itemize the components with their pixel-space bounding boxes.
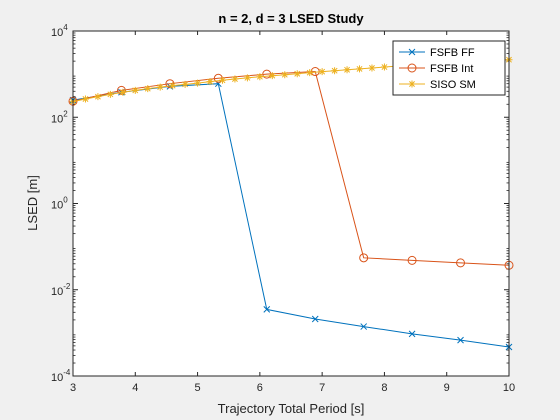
tick-labels: 3 4 5 6 7 8 9 10 10-4 10-2 100 102 104	[51, 23, 515, 394]
legend-label: FSFB FF	[430, 47, 475, 59]
series-layer	[68, 56, 514, 351]
legend-entry: SISO SM	[399, 79, 476, 91]
data-point	[194, 79, 202, 87]
y-tick-label: 102	[51, 109, 68, 125]
legend-marker	[408, 48, 416, 56]
legend-marker	[408, 80, 416, 88]
data-point	[81, 95, 89, 103]
data-point	[231, 75, 239, 83]
chart-title: n = 2, d = 3 LSED Study	[218, 11, 364, 26]
data-point	[356, 65, 364, 73]
data-point	[206, 78, 214, 86]
data-point	[343, 66, 351, 74]
data-point	[156, 83, 164, 91]
x-tick-label: 7	[319, 382, 325, 394]
legend-marker	[407, 63, 417, 73]
y-tick-label: 100	[51, 196, 68, 212]
x-tick-label: 4	[132, 382, 138, 394]
data-point	[457, 336, 464, 344]
legend-entry: FSFB FF	[399, 47, 475, 59]
data-point	[306, 69, 314, 77]
x-tick-label: 5	[195, 382, 201, 394]
series-siso-sm	[69, 56, 513, 106]
legend: FSFB FF FSFB Int SISO SM	[392, 40, 506, 96]
data-point	[318, 68, 326, 76]
legend-label: FSFB Int	[430, 63, 473, 75]
data-point	[256, 73, 264, 81]
data-point	[106, 90, 114, 98]
data-point	[169, 82, 177, 90]
data-point	[360, 323, 368, 330]
data-point	[131, 86, 139, 94]
data-point	[456, 258, 466, 268]
data-point	[368, 64, 376, 72]
data-point	[268, 72, 276, 80]
x-tick-label: 9	[444, 382, 450, 394]
data-point	[165, 79, 175, 89]
data-point	[263, 306, 271, 313]
data-point	[407, 255, 417, 265]
data-point	[359, 253, 369, 263]
data-point	[218, 76, 226, 84]
y-tick-label: 10-4	[51, 368, 71, 384]
x-tick-label: 10	[503, 382, 515, 394]
data-point	[116, 85, 126, 95]
y-tick-label: 10-2	[51, 282, 71, 298]
y-tick-label: 104	[51, 23, 68, 39]
x-tick-label: 6	[257, 382, 263, 394]
data-point	[119, 88, 127, 96]
x-axis-label: Trajectory Total Period [s]	[218, 401, 365, 416]
plot-frame	[72, 30, 510, 377]
legend-entry: FSFB Int	[399, 63, 473, 75]
data-point	[144, 85, 152, 93]
data-point	[243, 74, 251, 82]
x-tick-label: 3	[70, 382, 76, 394]
data-point	[380, 63, 388, 71]
y-axis-label: LSED [m]	[25, 175, 40, 231]
data-point	[293, 70, 301, 78]
data-point	[94, 93, 102, 101]
x-tick-label: 8	[381, 382, 387, 394]
data-point	[281, 71, 289, 79]
data-point	[311, 315, 319, 323]
data-point	[181, 80, 189, 88]
data-point	[331, 67, 339, 75]
data-point	[408, 330, 416, 338]
legend-label: SISO SM	[430, 79, 476, 91]
